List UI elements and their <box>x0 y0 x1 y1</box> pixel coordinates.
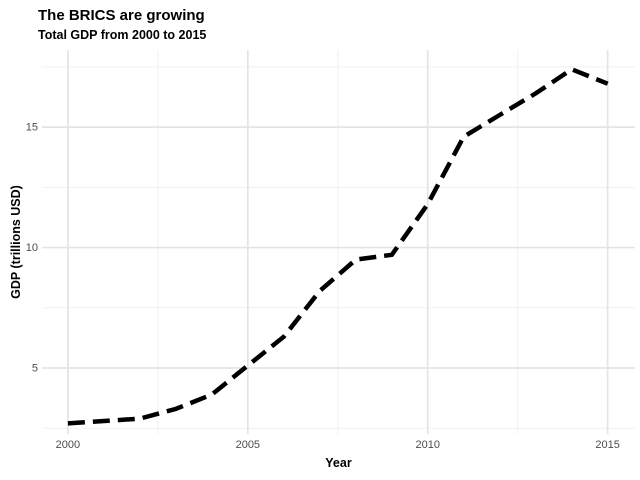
x-axis-tick-label: 2015 <box>595 439 619 451</box>
chart-subtitle: Total GDP from 2000 to 2015 <box>38 28 207 42</box>
x-axis-tick-label: 2000 <box>56 439 80 451</box>
y-axis-tick-label: 10 <box>26 242 38 254</box>
x-axis-title: Year <box>325 456 352 470</box>
x-axis-tick-label: 2005 <box>236 439 260 451</box>
chart-title: The BRICS are growing <box>38 7 205 24</box>
y-axis-tick-label: 15 <box>26 122 38 134</box>
gdp-data-line <box>67 66 609 426</box>
y-axis-title: GDP (trillions USD) <box>9 185 23 299</box>
x-axis-tick-label: 2010 <box>415 439 439 451</box>
y-axis-tick-label: 5 <box>32 362 38 374</box>
